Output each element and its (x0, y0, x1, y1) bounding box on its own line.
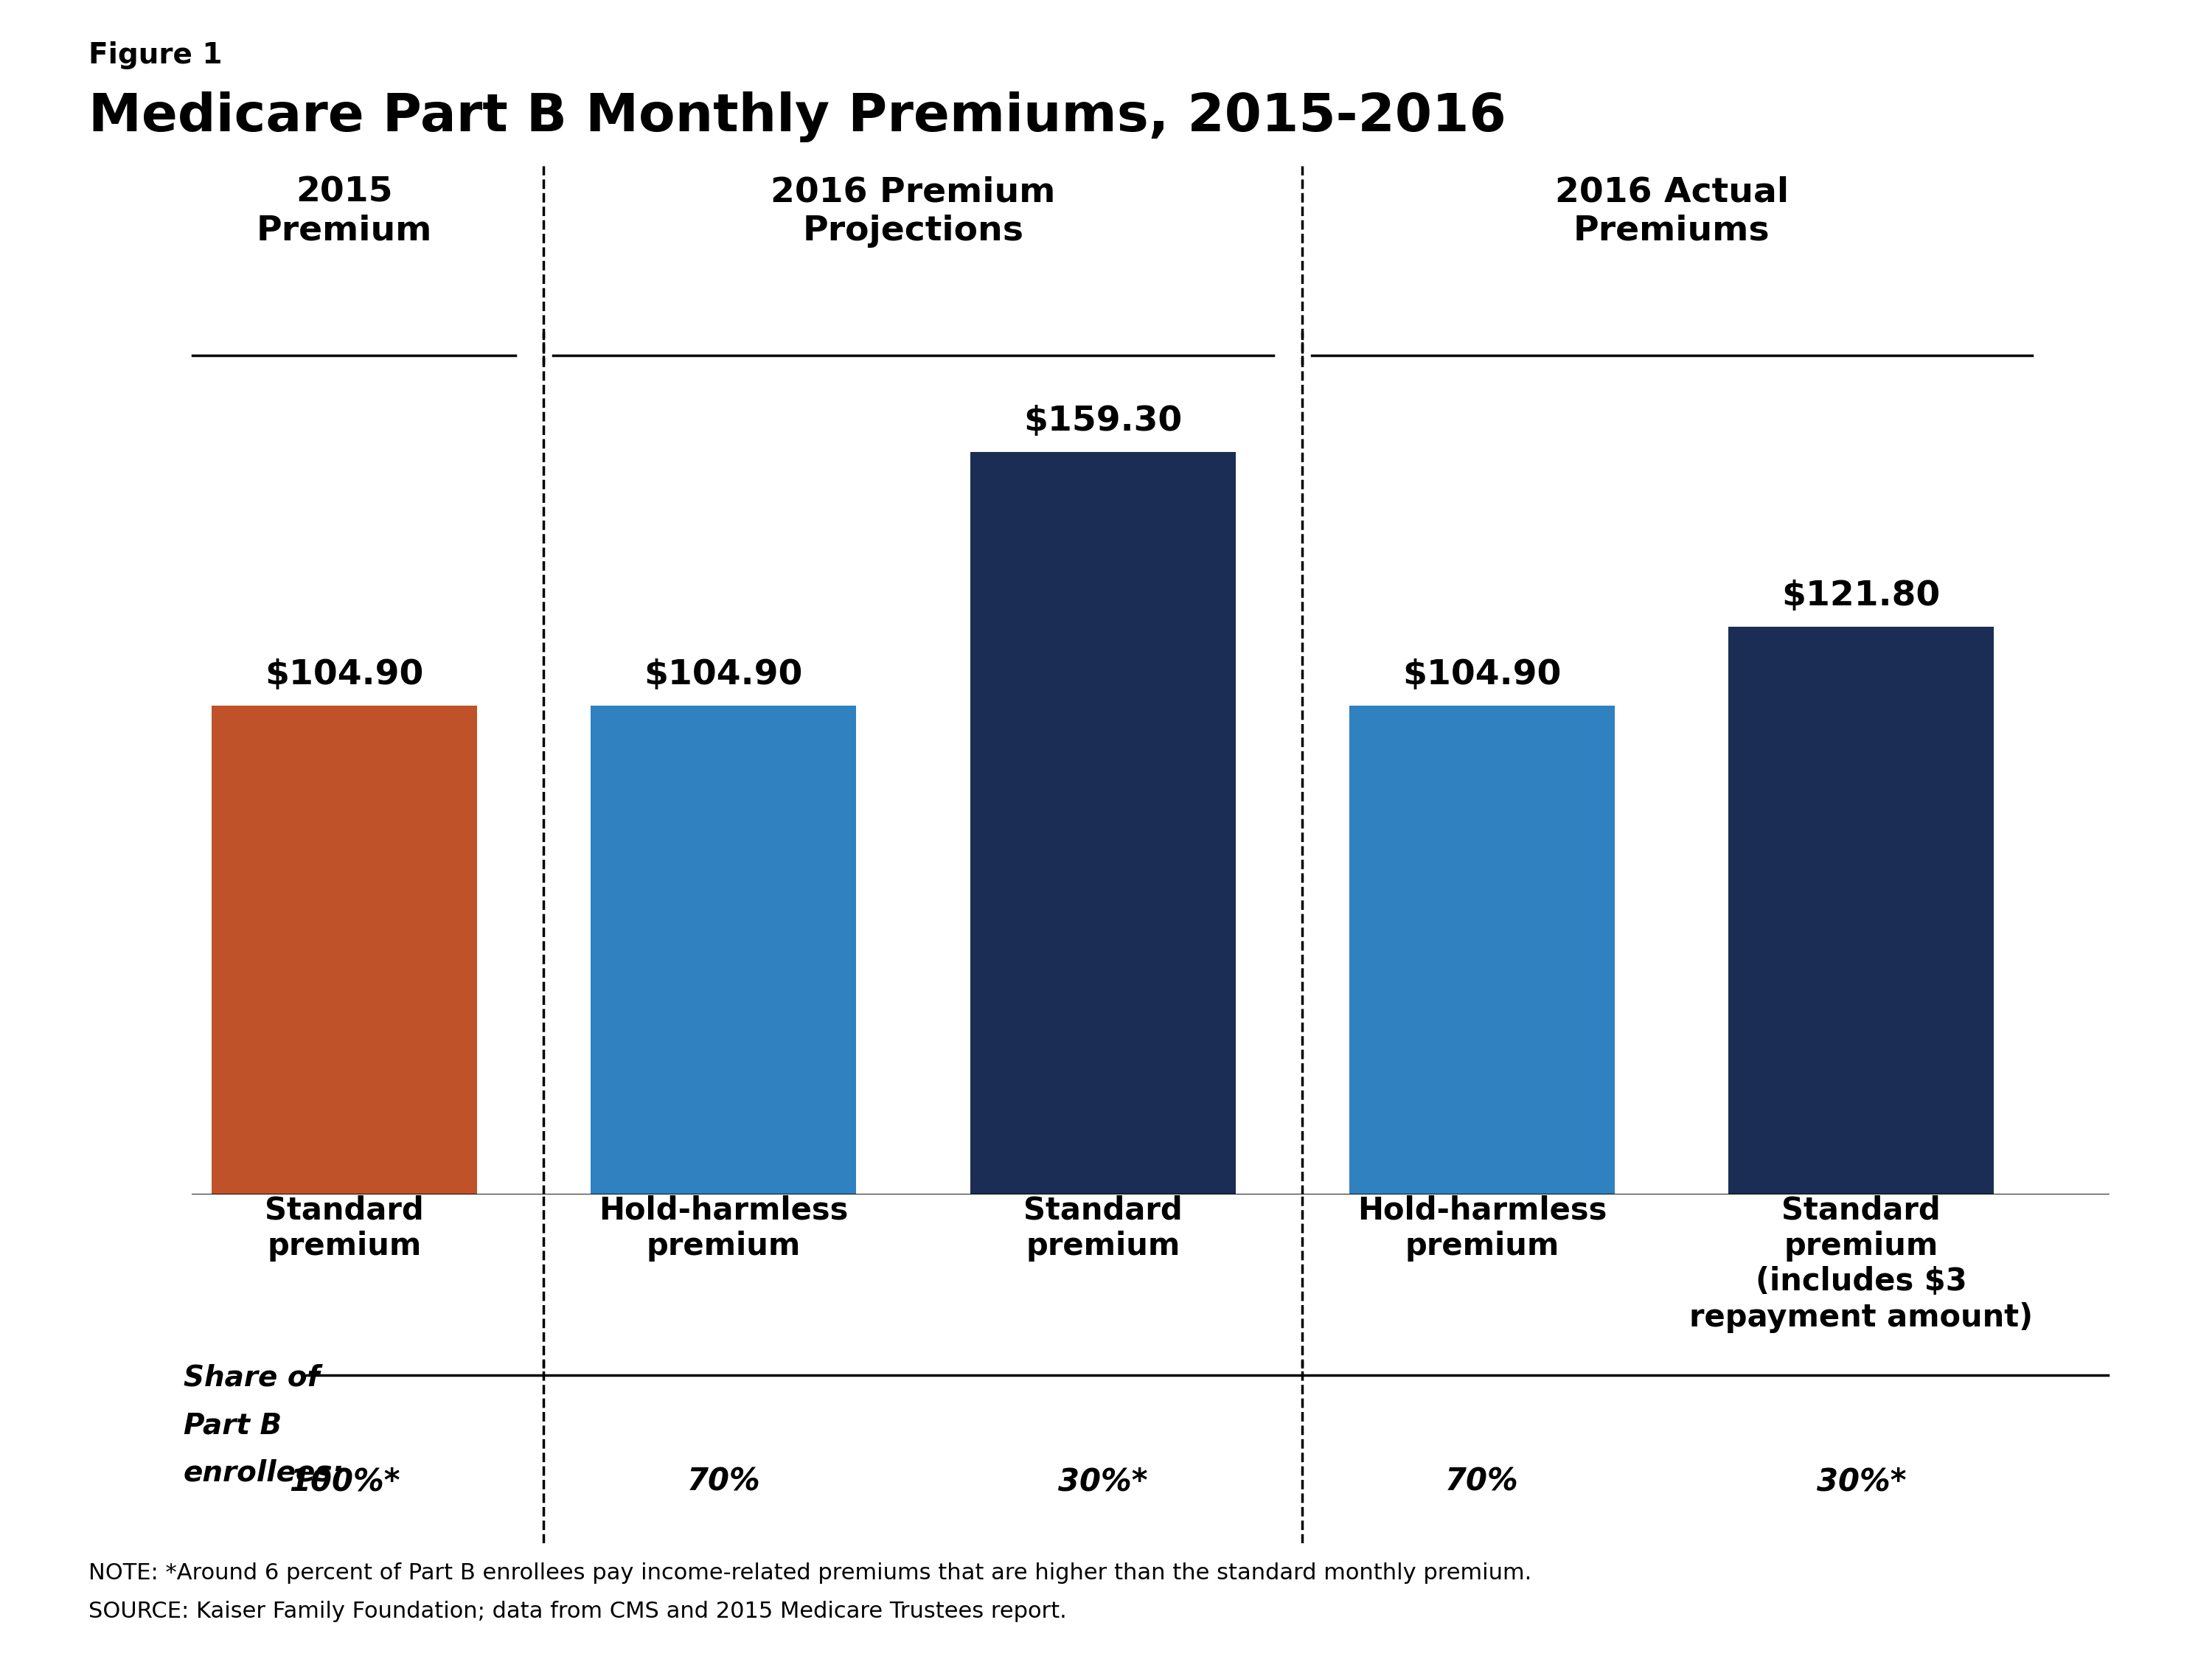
Text: Standard
premium: Standard premium (1024, 1194, 1183, 1261)
Text: THE HENRY J.: THE HENRY J. (1993, 1496, 2077, 1508)
Text: Hold-harmless
premium: Hold-harmless premium (599, 1194, 849, 1261)
Text: 30%*: 30%* (1816, 1467, 1907, 1496)
Text: Share of: Share of (184, 1364, 319, 1392)
Text: Hold-harmless
premium: Hold-harmless premium (1358, 1194, 1606, 1261)
Text: 100%*: 100%* (290, 1467, 400, 1496)
Text: Part B: Part B (184, 1412, 281, 1440)
Text: 2015
Premium: 2015 Premium (257, 176, 431, 247)
Text: FAMILY: FAMILY (2000, 1564, 2070, 1583)
Text: Figure 1: Figure 1 (88, 41, 221, 70)
Text: $104.90: $104.90 (644, 659, 803, 692)
Text: enrollees:: enrollees: (184, 1458, 345, 1486)
Text: 70%: 70% (688, 1467, 761, 1496)
Bar (212, 705, 478, 1194)
Text: KAISER: KAISER (1993, 1525, 2077, 1546)
Bar (1728, 627, 1993, 1194)
Text: FOUNDATION: FOUNDATION (1993, 1614, 2077, 1626)
Text: 30%*: 30%* (1057, 1467, 1148, 1496)
Text: 2016 Premium
Projections: 2016 Premium Projections (770, 176, 1055, 247)
Text: Standard
premium: Standard premium (265, 1194, 425, 1261)
Text: SOURCE: Kaiser Family Foundation; data from CMS and 2015 Medicare Trustees repor: SOURCE: Kaiser Family Foundation; data f… (88, 1601, 1066, 1623)
Text: 2016 Actual
Premiums: 2016 Actual Premiums (1555, 176, 1790, 247)
Text: 70%: 70% (1444, 1467, 1520, 1496)
Text: Medicare Part B Monthly Premiums, 2015-2016: Medicare Part B Monthly Premiums, 2015-2… (88, 91, 1506, 143)
Text: $104.90: $104.90 (1402, 659, 1562, 692)
Text: NOTE: *Around 6 percent of Part B enrollees pay income-related premiums that are: NOTE: *Around 6 percent of Part B enroll… (88, 1563, 1531, 1584)
Bar (1349, 705, 1615, 1194)
Bar (971, 451, 1237, 1194)
Text: $159.30: $159.30 (1024, 405, 1181, 438)
Text: $121.80: $121.80 (1783, 579, 1940, 612)
Text: Standard
premium
(includes $3
repayment amount): Standard premium (includes $3 repayment … (1690, 1194, 2033, 1332)
Text: $104.90: $104.90 (265, 659, 425, 692)
Bar (591, 705, 856, 1194)
